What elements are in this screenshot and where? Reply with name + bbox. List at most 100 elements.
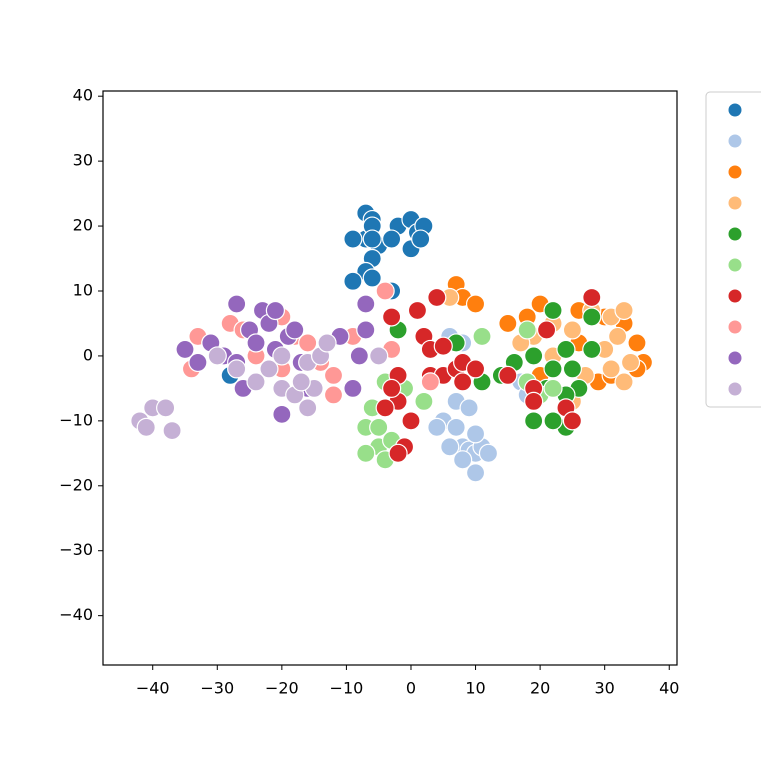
point (465, 424, 486, 444)
legend-marker (727, 350, 743, 366)
point (607, 326, 628, 347)
point (207, 346, 227, 366)
point (298, 398, 318, 418)
point (285, 320, 305, 340)
x-tick-label: −40 (136, 679, 170, 698)
x-tick-label: 40 (659, 679, 679, 698)
legend-marker (727, 195, 743, 211)
legend-marker (727, 102, 743, 118)
point (414, 391, 434, 411)
point (614, 372, 634, 392)
point (272, 404, 292, 424)
point (272, 346, 292, 366)
legend-marker (727, 288, 743, 304)
point (582, 339, 602, 360)
point (343, 229, 363, 249)
point (343, 271, 363, 291)
point (382, 378, 402, 398)
point (369, 417, 389, 437)
point (556, 339, 576, 360)
point (362, 229, 382, 249)
point (401, 411, 421, 431)
point (601, 359, 621, 379)
point (427, 287, 447, 308)
point (349, 346, 369, 366)
point (498, 313, 518, 334)
point (356, 320, 376, 340)
legend-marker (727, 164, 743, 180)
point (453, 372, 473, 392)
x-tick-label: 20 (530, 679, 550, 698)
point (356, 294, 376, 314)
point (411, 229, 431, 249)
y-tick-label: −10 (59, 410, 93, 429)
point (453, 450, 473, 470)
point (407, 300, 428, 321)
point (498, 365, 518, 386)
legend-marker (727, 133, 743, 149)
point (246, 372, 266, 392)
point (323, 365, 344, 386)
point (465, 463, 486, 483)
point (259, 359, 279, 379)
point (175, 339, 195, 360)
point (298, 333, 318, 353)
point (382, 229, 402, 249)
point (265, 300, 285, 321)
point (162, 420, 182, 441)
point (317, 333, 337, 353)
point (227, 294, 247, 314)
point (446, 417, 466, 437)
y-tick-label: −30 (59, 540, 93, 559)
point (543, 411, 563, 431)
point (156, 398, 176, 418)
point (543, 300, 563, 321)
x-tick-label: 0 (406, 679, 416, 698)
point (582, 307, 602, 327)
point (227, 359, 247, 379)
legend-marker (727, 319, 743, 335)
point (614, 300, 634, 321)
x-tick-label: 10 (465, 679, 485, 698)
point (440, 437, 460, 457)
point (524, 411, 544, 431)
point (291, 372, 311, 392)
y-tick-label: 40 (73, 86, 93, 105)
point (420, 372, 440, 392)
point (459, 398, 479, 418)
point (382, 307, 402, 327)
point (323, 385, 344, 405)
legend-marker (727, 381, 743, 397)
point (433, 336, 453, 356)
point (465, 359, 486, 379)
point (582, 287, 602, 308)
point (362, 268, 382, 288)
point (562, 320, 583, 340)
y-tick-label: 10 (73, 280, 93, 299)
point (517, 320, 537, 340)
plot-frame (102, 90, 678, 666)
point (465, 294, 486, 314)
point (524, 391, 544, 411)
point (620, 352, 641, 373)
point (188, 352, 208, 373)
legend-marker (727, 226, 743, 242)
point (369, 346, 389, 366)
point (562, 359, 583, 379)
point (375, 398, 395, 418)
y-tick-label: 20 (73, 216, 93, 235)
point (543, 378, 563, 398)
point (478, 443, 499, 463)
x-tick-label: 30 (595, 679, 615, 698)
point (543, 359, 563, 379)
y-tick-label: −20 (59, 475, 93, 494)
x-tick-label: −20 (265, 679, 299, 698)
point (136, 417, 156, 437)
x-tick-label: −30 (200, 679, 234, 698)
point (536, 320, 557, 340)
y-tick-label: 30 (73, 151, 93, 170)
y-tick-label: −40 (59, 605, 93, 624)
point (375, 281, 395, 301)
point (627, 333, 647, 353)
